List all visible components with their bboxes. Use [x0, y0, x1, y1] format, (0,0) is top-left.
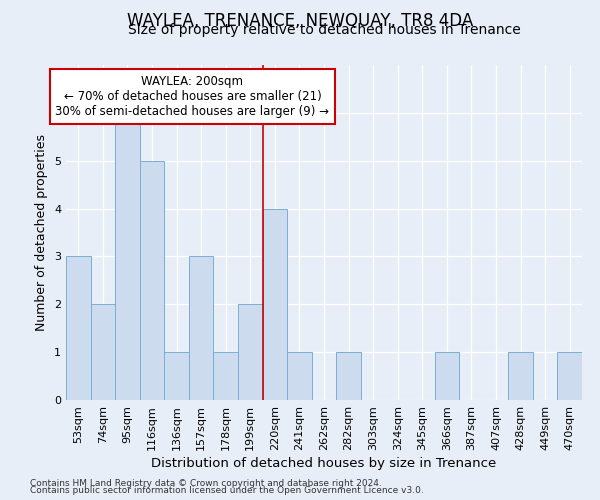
Text: WAYLEA, TRENANCE, NEWQUAY, TR8 4DA: WAYLEA, TRENANCE, NEWQUAY, TR8 4DA [127, 12, 473, 30]
Text: WAYLEA: 200sqm
← 70% of detached houses are smaller (21)
30% of semi-detached ho: WAYLEA: 200sqm ← 70% of detached houses … [55, 75, 329, 118]
Text: Contains public sector information licensed under the Open Government Licence v3: Contains public sector information licen… [30, 486, 424, 495]
Bar [336, 352, 361, 400]
Bar [287, 352, 312, 400]
Bar [66, 256, 91, 400]
X-axis label: Distribution of detached houses by size in Trenance: Distribution of detached houses by size … [151, 457, 497, 470]
Bar [434, 352, 459, 400]
Bar [238, 304, 263, 400]
Bar [115, 113, 140, 400]
Bar [263, 208, 287, 400]
Bar [91, 304, 115, 400]
Text: Contains HM Land Registry data © Crown copyright and database right 2024.: Contains HM Land Registry data © Crown c… [30, 478, 382, 488]
Bar [189, 256, 214, 400]
Bar [214, 352, 238, 400]
Y-axis label: Number of detached properties: Number of detached properties [35, 134, 49, 331]
Bar [557, 352, 582, 400]
Title: Size of property relative to detached houses in Trenance: Size of property relative to detached ho… [128, 24, 520, 38]
Bar [508, 352, 533, 400]
Bar [140, 160, 164, 400]
Bar [164, 352, 189, 400]
